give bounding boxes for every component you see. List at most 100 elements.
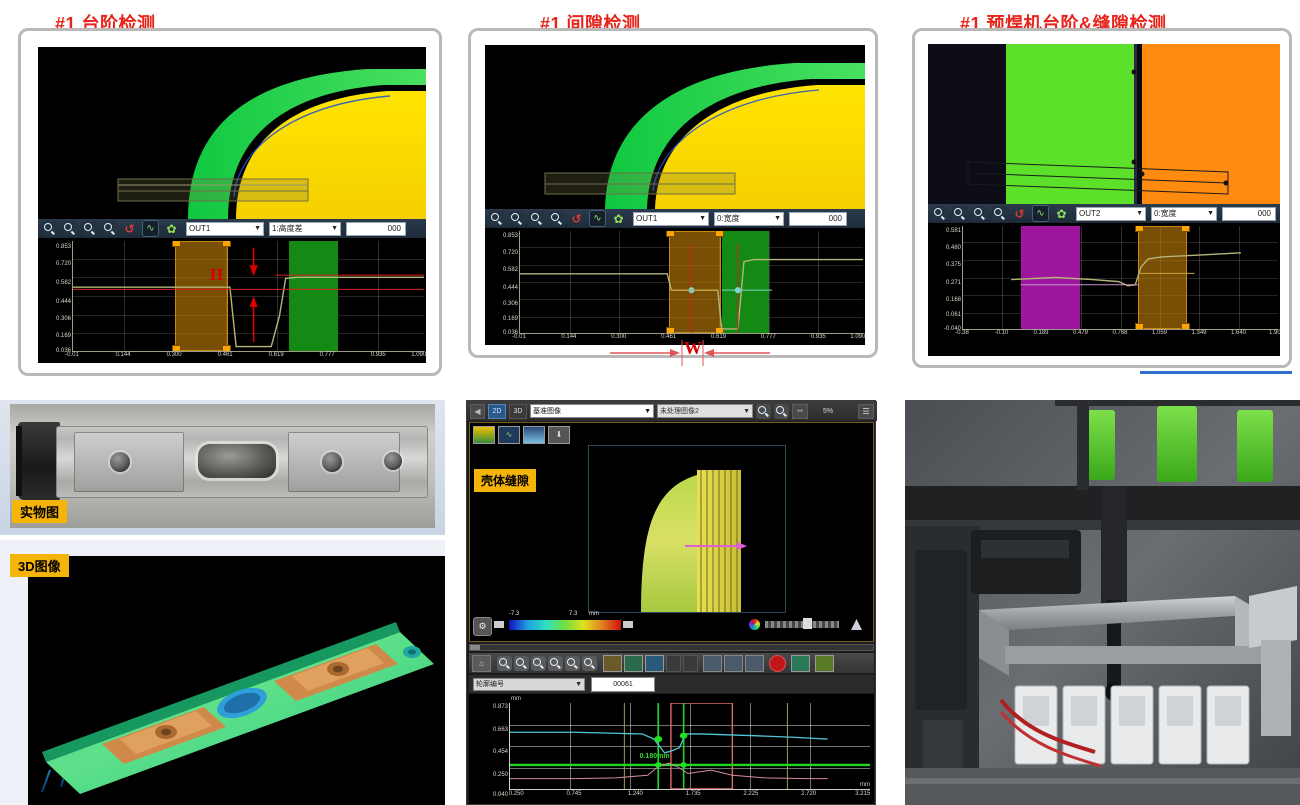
value-field-preweld[interactable]: 000 xyxy=(1222,206,1276,221)
paste-icon[interactable] xyxy=(683,654,698,672)
chevron-down-icon: ▼ xyxy=(254,225,261,232)
scale-max-handle[interactable] xyxy=(623,621,633,628)
zoom-in-icon[interactable] xyxy=(489,211,504,226)
roi-icon[interactable] xyxy=(703,654,722,672)
measure-select-gap[interactable]: 0:宽度 ▼ xyxy=(714,211,784,226)
roi3-icon[interactable] xyxy=(745,654,764,672)
zoom-region-icon[interactable] xyxy=(992,206,1007,221)
scroll-thumb[interactable] xyxy=(803,618,812,629)
screen-step: ↺ ∿ ✿ OUT1 ▼ 1:高度差 ▼ 000 0.853 0.720 0.5… xyxy=(38,47,426,363)
zoom-in-icon[interactable] xyxy=(756,403,771,419)
settings-icon[interactable]: ✿ xyxy=(1056,206,1067,221)
viewer-mode-bar[interactable]: ∿ ⬇ xyxy=(473,426,570,444)
value-field-step[interactable]: 000 xyxy=(346,221,406,236)
selection-window-step[interactable] xyxy=(171,241,231,351)
viewer-stage: ∿ ⬇ 壳体缝隙 xyxy=(469,422,874,642)
settings-icon[interactable]: ✿ xyxy=(613,211,624,226)
settings-icon[interactable]: ✿ xyxy=(166,221,177,236)
measure-select-step[interactable]: 1:高度差 ▼ xyxy=(269,221,341,236)
marker-icon[interactable] xyxy=(851,619,862,630)
back-icon[interactable]: ◀ xyxy=(470,403,485,419)
profile-graph-step: 0.853 0.720 0.582 0.444 0.306 0.169 0.03… xyxy=(38,238,426,363)
palette-icon[interactable] xyxy=(749,619,760,630)
viewer-toolbar[interactable]: ◀ 2D 3D 基准图像 ▼ 未处理图像2 ▼ ⇿ 5% ☰ xyxy=(467,401,877,421)
record-icon[interactable] xyxy=(769,654,786,672)
zoom-in-icon[interactable] xyxy=(497,655,512,671)
reset-icon[interactable]: ↺ xyxy=(1014,206,1025,221)
zoom-out-icon[interactable] xyxy=(514,655,529,671)
zoom-out-icon[interactable] xyxy=(774,403,789,419)
zoom-fit-icon[interactable] xyxy=(529,211,544,226)
zoom-region-icon[interactable] xyxy=(549,211,564,226)
gear-icon[interactable]: ⚙ xyxy=(473,617,492,636)
profile-graph-preweld: 0.581 0.480 0.375 0.271 0.168 0.061 -0.0… xyxy=(928,223,1280,341)
waveform-icon[interactable]: ∿ xyxy=(142,220,159,237)
waveform-icon[interactable]: ∿ xyxy=(589,210,606,227)
measure-icon[interactable] xyxy=(624,654,643,672)
horizontal-scrollbar[interactable] xyxy=(469,644,874,651)
fit-width-icon[interactable]: ⇿ xyxy=(792,403,808,419)
zoom-out-icon[interactable] xyxy=(952,206,967,221)
zoom-in-icon[interactable] xyxy=(42,221,57,236)
plot-area-step: H xyxy=(72,241,424,352)
color-scale[interactable] xyxy=(509,620,621,630)
x-axis-preweld: -0.38 -0.10 0.189 0.479 0.768 1.059 1.34… xyxy=(955,330,1280,336)
scroll-track[interactable] xyxy=(765,621,839,628)
zoom-out-icon[interactable] xyxy=(509,211,524,226)
selection-window-gap[interactable] xyxy=(666,231,724,333)
zoom-y-out-icon[interactable] xyxy=(582,655,597,671)
measure-select-preweld[interactable]: 0:宽度 ▼ xyxy=(1151,206,1217,221)
reference-window-step[interactable] xyxy=(288,241,338,351)
intensity-icon[interactable] xyxy=(523,426,545,444)
zoom-fit-icon[interactable] xyxy=(972,206,987,221)
copy-icon[interactable] xyxy=(666,654,681,672)
profile-icon[interactable]: ∿ xyxy=(498,426,520,444)
profile-number-select[interactable]: 轮廓编号 ▼ xyxy=(473,677,585,691)
waveform-icon[interactable]: ∿ xyxy=(1032,205,1049,222)
value-field-gap[interactable]: 000 xyxy=(789,211,847,226)
grid-icon[interactable] xyxy=(603,654,622,672)
process-select[interactable]: 未处理图像2 ▼ xyxy=(657,404,753,418)
scale-unit-label: mm xyxy=(589,611,599,617)
zoom-fit-icon[interactable] xyxy=(82,221,97,236)
zoom-out-icon[interactable] xyxy=(62,221,77,236)
output-select-step[interactable]: OUT1 ▼ xyxy=(186,221,264,236)
scale-min-handle[interactable] xyxy=(494,621,504,628)
height-map-icon[interactable] xyxy=(473,426,495,444)
photo-3d-image: 3D图像 xyxy=(0,540,445,805)
roi2-icon[interactable] xyxy=(724,654,743,672)
toggle-2d[interactable]: 2D xyxy=(488,403,506,419)
badge-shell-gap: 壳体缝隙 xyxy=(474,469,537,492)
part-hole-left xyxy=(110,452,130,472)
zoom-region-icon[interactable] xyxy=(102,221,117,236)
screen-preweld: ↺ ∿ ✿ OUT2 ▼ 0:宽度 ▼ 000 0.581 0.480 0.37… xyxy=(928,44,1280,356)
save-icon[interactable] xyxy=(791,654,810,672)
home-icon[interactable]: ⌂ xyxy=(472,654,491,672)
output-select-preweld[interactable]: OUT2 ▼ xyxy=(1076,206,1146,221)
zoom-x-in-icon[interactable] xyxy=(531,655,546,671)
annotation-h: H xyxy=(209,265,224,285)
zoom-y-in-icon[interactable] xyxy=(565,655,580,671)
user-icon[interactable]: ☰ xyxy=(858,403,874,419)
export-icon[interactable]: ⬇ xyxy=(548,426,570,444)
output-select-gap[interactable]: OUT1 ▼ xyxy=(633,211,709,226)
table-icon[interactable] xyxy=(815,654,834,672)
reference-window-gap[interactable] xyxy=(722,231,769,333)
photo-real-part: 实物图 xyxy=(0,400,445,535)
card-step-detection: ↺ ∿ ✿ OUT1 ▼ 1:高度差 ▼ 000 0.853 0.720 0.5… xyxy=(18,28,442,376)
accent-underline xyxy=(1140,371,1292,374)
profile-number-field[interactable]: 00061 xyxy=(591,676,655,692)
part-slot xyxy=(198,444,276,478)
toolbar-gap[interactable]: ↺ ∿ ✿ OUT1 ▼ 0:宽度 ▼ 000 xyxy=(485,209,865,228)
profile-select-row[interactable]: 轮廓编号 ▼ 00061 xyxy=(469,675,874,693)
calc-icon[interactable] xyxy=(645,654,664,672)
profile-toolbar[interactable]: ⌂ xyxy=(469,653,874,673)
toggle-3d[interactable]: 3D xyxy=(509,403,527,419)
toolbar-step[interactable]: ↺ ∿ ✿ OUT1 ▼ 1:高度差 ▼ 000 xyxy=(38,219,426,238)
reset-icon[interactable]: ↺ xyxy=(571,211,582,226)
image-select[interactable]: 基准图像 ▼ xyxy=(530,404,654,418)
zoom-x-out-icon[interactable] xyxy=(548,655,563,671)
reset-icon[interactable]: ↺ xyxy=(124,221,135,236)
zoom-in-icon[interactable] xyxy=(932,206,947,221)
toolbar-preweld[interactable]: ↺ ∿ ✿ OUT2 ▼ 0:宽度 ▼ 000 xyxy=(928,204,1280,223)
